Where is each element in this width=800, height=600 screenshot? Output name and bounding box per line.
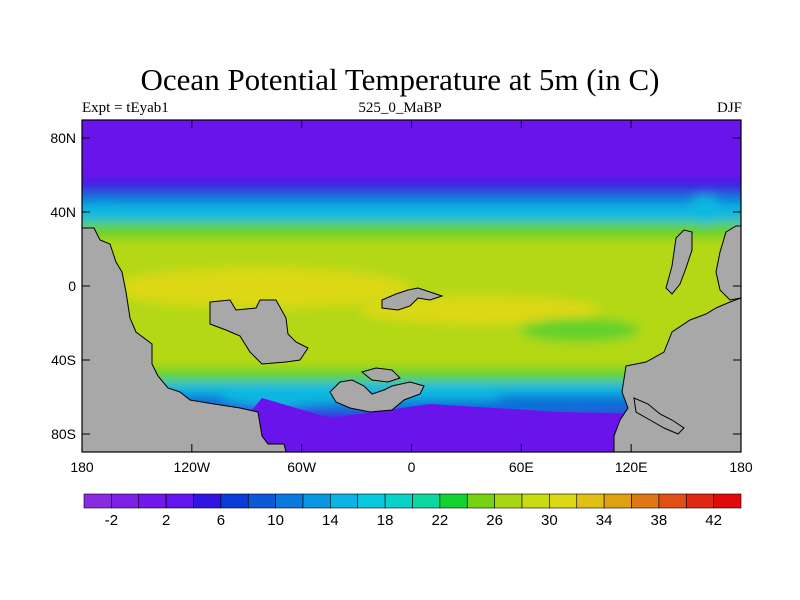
warm-pool-east [360, 296, 600, 324]
lon-tick-label: 60E [509, 459, 534, 475]
colorbar-tick-label: 2 [162, 512, 170, 529]
land-masses [82, 225, 741, 452]
colorbar-swatch [685, 493, 714, 509]
colorbar-swatch [165, 493, 194, 509]
colorbar-tick-label: 42 [705, 512, 722, 529]
colorbar-tick-label: -2 [105, 512, 118, 529]
colorbar-tick-label: 14 [322, 512, 339, 529]
colorbar-tick-label: 38 [651, 512, 668, 529]
lat-tick-label: 0 [68, 278, 76, 294]
lat-tick-label: 40S [51, 352, 76, 368]
longitude-axis: 180 120W 60W 0 60E 120E 180 [70, 120, 753, 475]
time-label: 525_0_MaBP [358, 100, 442, 116]
landmass-northeast-b [715, 225, 741, 301]
colorbar-swatch [83, 493, 112, 509]
colorbar-swatch [193, 493, 222, 509]
island-south-a [329, 379, 425, 413]
colorbar-swatch [138, 493, 167, 509]
colorbar-swatch [631, 493, 660, 509]
colorbar-tick-label: 26 [486, 512, 503, 529]
colorbar-tick-label: 6 [217, 512, 225, 529]
colorbar-swatch [466, 493, 495, 509]
landmass-west [82, 227, 287, 452]
colorbar-swatch [713, 493, 742, 509]
season-label: DJF [716, 100, 742, 116]
colorbar-tick-label: 18 [377, 512, 394, 529]
colorbar-swatch [494, 493, 523, 509]
colorbar-swatch [384, 493, 413, 509]
colorbar-swatch [247, 493, 276, 509]
colorbar-swatch [111, 493, 140, 509]
warm-pool-west [110, 268, 410, 308]
island-south-b [360, 367, 401, 383]
lon-tick-label: 180 [70, 459, 94, 475]
lat-tick-label: 80N [50, 130, 76, 146]
lat-tick-label: 40N [50, 204, 76, 220]
lon-tick-label: 120E [615, 459, 648, 475]
island-equatorial [381, 287, 444, 311]
colorbar-swatch [576, 493, 605, 509]
latitude-axis: 80N 40N 0 40S 80S [50, 130, 741, 442]
lon-tick-label: 120W [174, 459, 211, 475]
lon-tick-label: 180 [729, 459, 753, 475]
colorbar-tick-label: 22 [432, 512, 449, 529]
colorbar-swatch [275, 493, 304, 509]
experiment-label: Expt = tEyab1 [82, 100, 169, 116]
plot-title: Ocean Potential Temperature at 5m (in C) [140, 62, 660, 97]
landmass-southeast-arm [633, 397, 685, 435]
colorbar-swatch [549, 493, 578, 509]
lon-tick-label: 0 [408, 459, 416, 475]
colorbar-swatch [357, 493, 386, 509]
colorbar-swatch [439, 493, 468, 509]
colorbar-swatch [302, 493, 331, 509]
colorbar-swatch [412, 493, 441, 509]
colorbar-tick-label: 34 [596, 512, 613, 529]
colorbar-swatch [603, 493, 632, 509]
colorbar-tick-label: 10 [267, 512, 284, 529]
landmass-northeast-a [665, 229, 693, 295]
lat-tick-label: 80S [51, 426, 76, 442]
colorbar-swatch [658, 493, 687, 509]
cyan-patch-west [86, 202, 130, 222]
landmass-central [209, 299, 309, 365]
colorbar-swatch [220, 493, 249, 509]
cyan-patch-east [687, 196, 723, 224]
colorbar-swatch [330, 493, 359, 509]
colorbar-tick-label: 30 [541, 512, 558, 529]
lon-tick-label: 60W [287, 459, 317, 475]
temperature-field [82, 120, 741, 452]
colorbar-swatch [521, 493, 550, 509]
colorbar: -2 2 6 10 14 18 22 26 30 34 38 42 [83, 493, 742, 529]
green-tongue-east [520, 318, 640, 342]
